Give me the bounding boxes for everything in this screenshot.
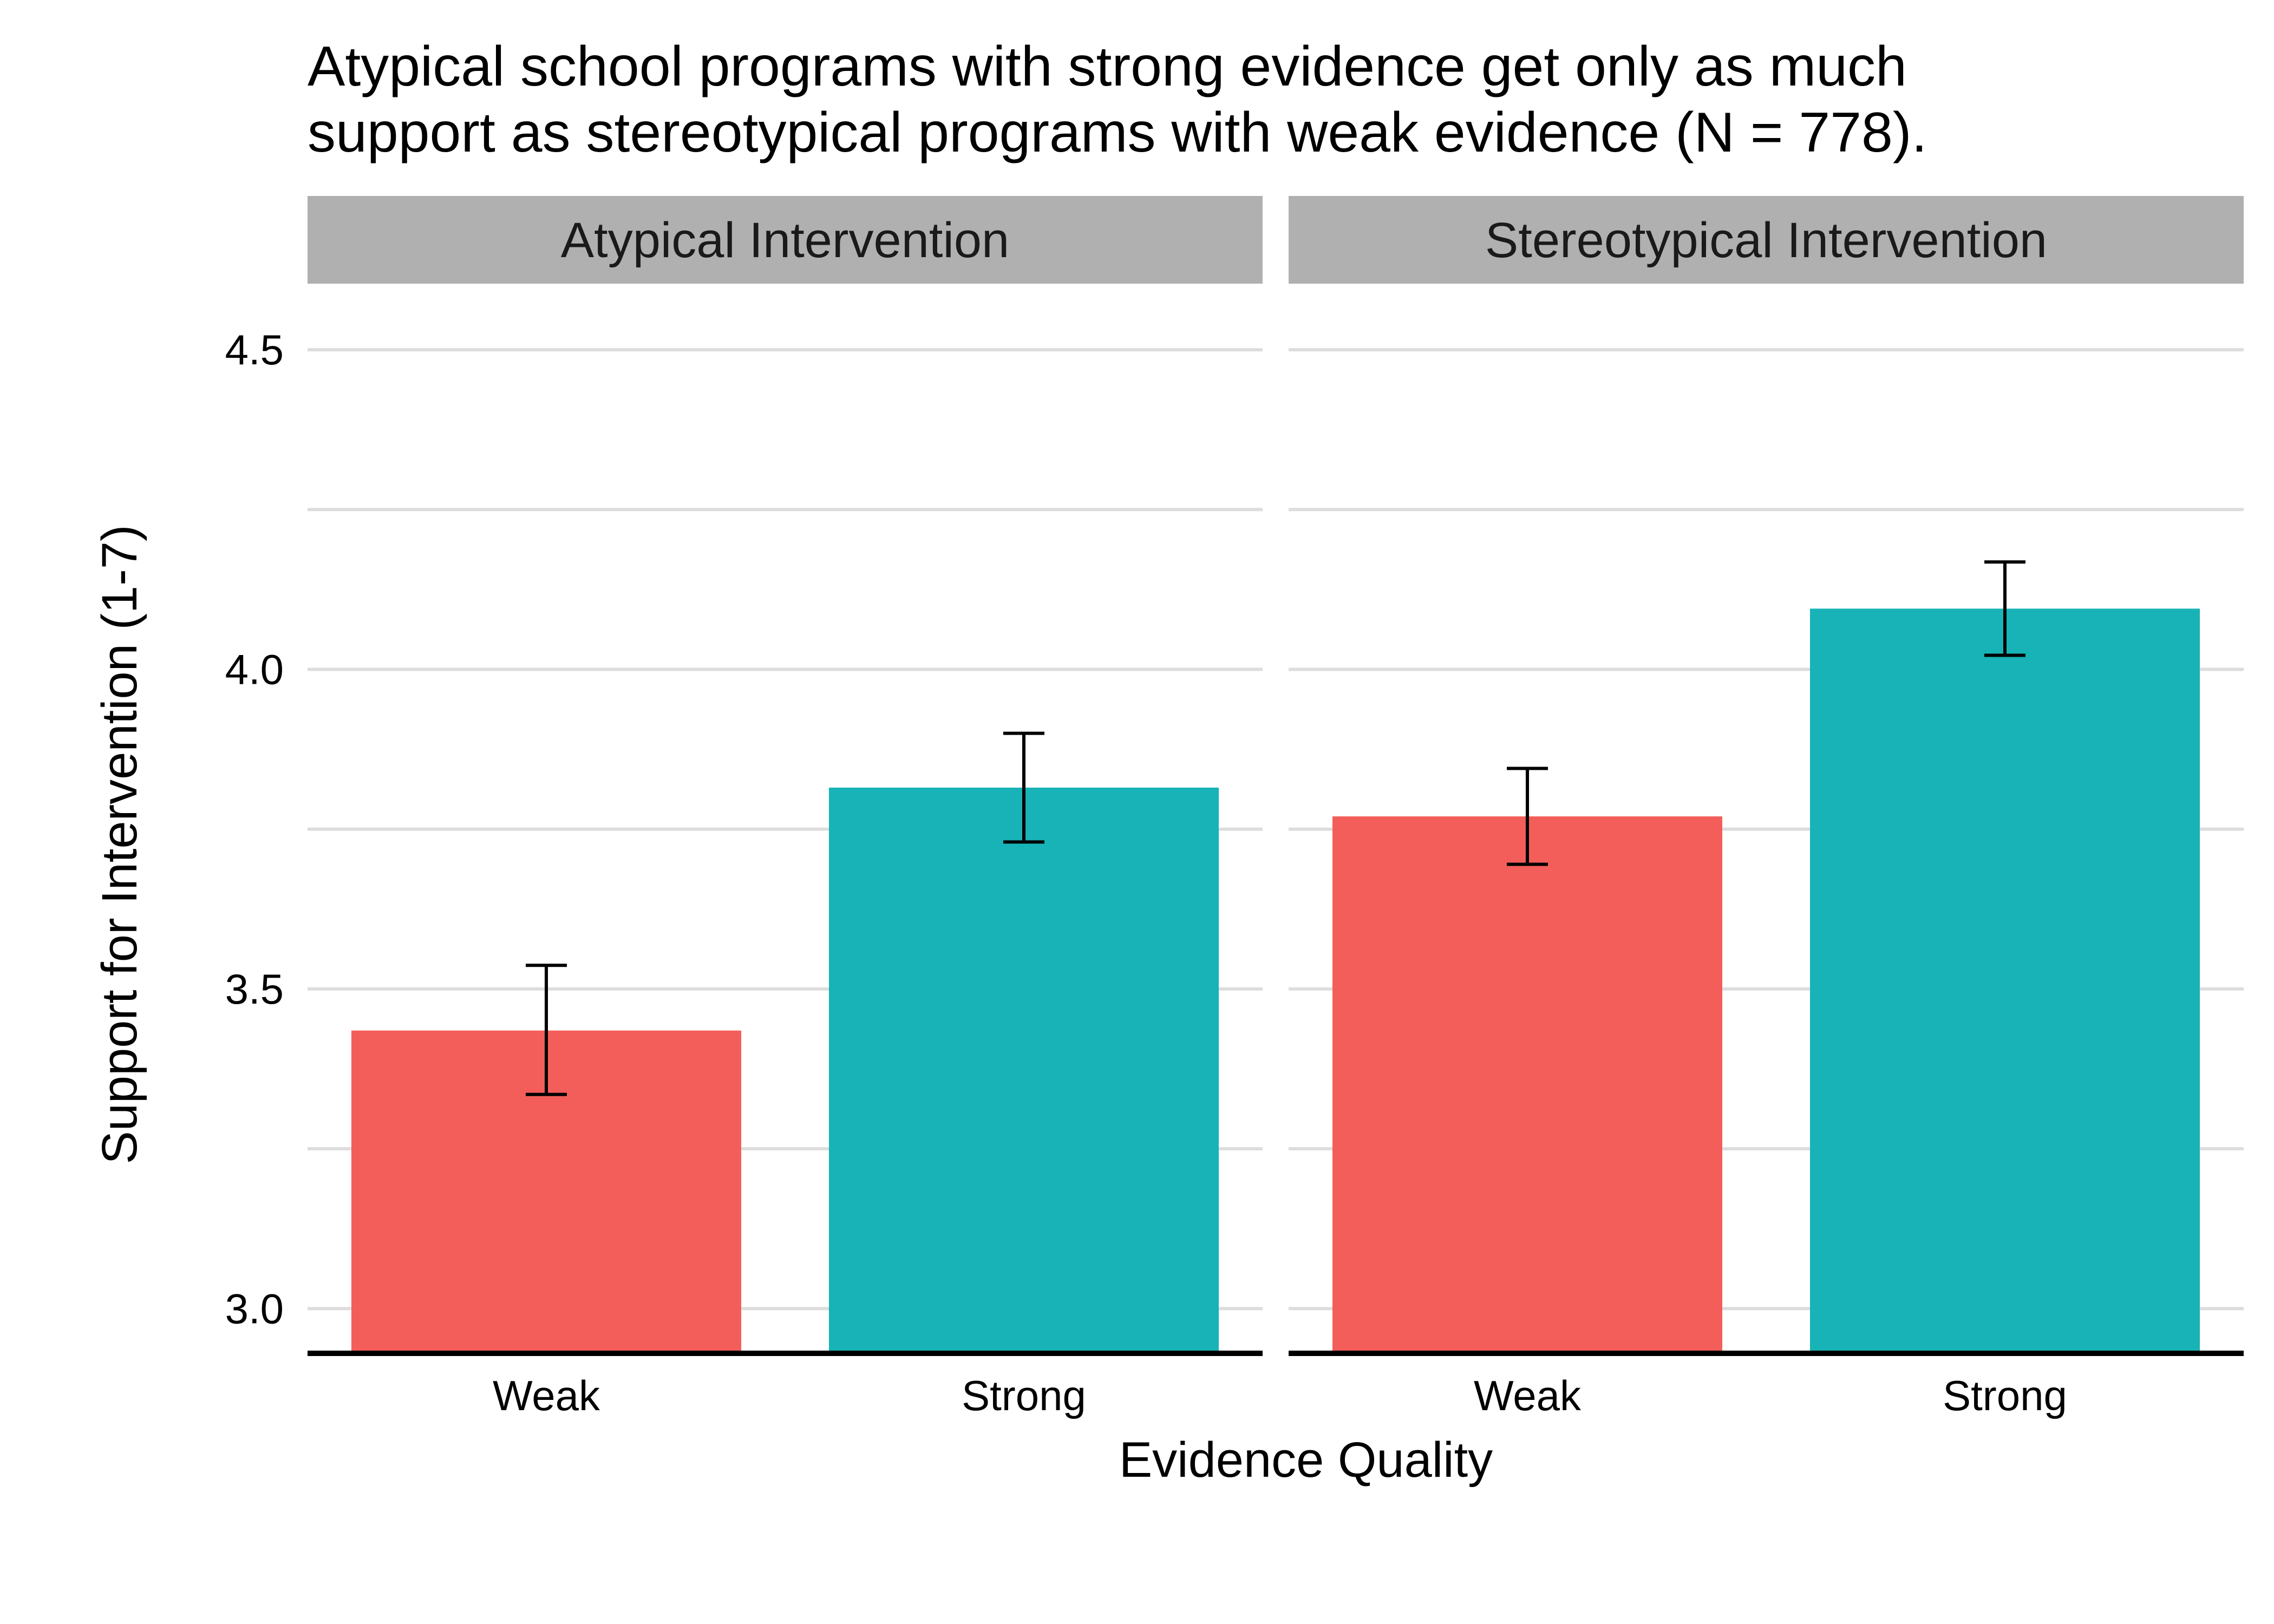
x-axis-title: Evidence Quality <box>1119 1432 1493 1488</box>
y-axis-ticks: 3.0 3.5 4.0 4.5 <box>225 326 284 1332</box>
bar-strong <box>829 787 1219 1353</box>
y-axis-title: Support for Intervention (1-7) <box>92 525 147 1164</box>
y-tick-label: 4.5 <box>225 326 284 374</box>
bar-weak <box>1332 816 1722 1353</box>
chart-title-line-1: Atypical school programs with strong evi… <box>308 35 1907 98</box>
y-tick-label: 3.5 <box>225 965 284 1013</box>
facet-strip <box>1289 196 2244 284</box>
facet-panel: Stereotypical Intervention Weak Strong <box>1289 196 2244 1419</box>
facet-strip <box>308 196 1263 284</box>
y-tick-label: 3.0 <box>225 1285 284 1332</box>
x-tick-label: Weak <box>493 1372 600 1419</box>
x-tick-label: Weak <box>1474 1372 1582 1419</box>
facet-panel: Atypical Intervention Weak Strong <box>308 196 1263 1419</box>
y-tick-label: 4.0 <box>225 646 284 693</box>
x-tick-label: Strong <box>1943 1372 2067 1419</box>
x-tick-label: Strong <box>962 1372 1086 1419</box>
facet-strip-label: Stereotypical Intervention <box>1485 213 2047 268</box>
chart-title-line-2: support as stereotypical programs with w… <box>308 101 1927 164</box>
facet-strip-label: Atypical Intervention <box>561 213 1009 268</box>
bar-strong <box>1810 608 2200 1353</box>
